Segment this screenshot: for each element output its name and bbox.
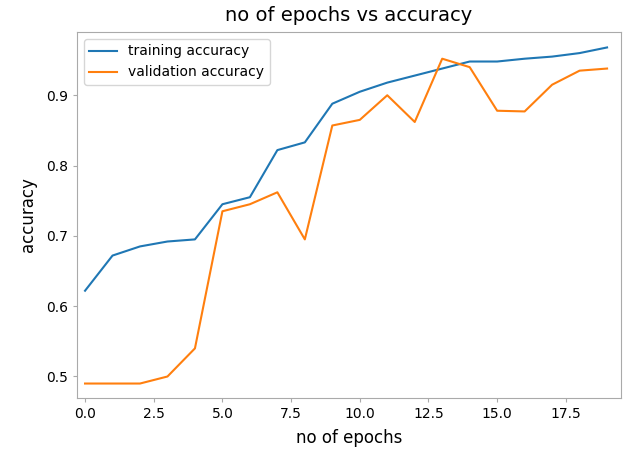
Line: training accuracy: training accuracy (85, 48, 607, 291)
training accuracy (466, 59, 474, 64)
training accuracy (576, 50, 584, 56)
validation accuracy (81, 381, 89, 386)
training accuracy (191, 237, 199, 242)
X-axis label: no of epochs: no of epochs (296, 429, 402, 447)
validation accuracy (576, 68, 584, 74)
training accuracy (356, 89, 364, 95)
validation accuracy (109, 381, 116, 386)
training accuracy (521, 56, 529, 61)
validation accuracy (411, 119, 419, 125)
training accuracy (548, 54, 556, 59)
validation accuracy (164, 374, 172, 379)
validation accuracy (328, 123, 336, 128)
training accuracy (411, 73, 419, 78)
validation accuracy (136, 381, 144, 386)
validation accuracy (604, 66, 611, 71)
training accuracy (383, 80, 391, 85)
validation accuracy (383, 92, 391, 98)
validation accuracy (301, 237, 308, 242)
validation accuracy (493, 108, 501, 113)
training accuracy (438, 66, 446, 71)
training accuracy (301, 140, 308, 145)
training accuracy (109, 253, 116, 258)
validation accuracy (191, 345, 199, 351)
training accuracy (81, 288, 89, 293)
validation accuracy (246, 202, 253, 207)
validation accuracy (548, 82, 556, 87)
training accuracy (493, 59, 501, 64)
Legend: training accuracy, validation accuracy: training accuracy, validation accuracy (84, 39, 269, 85)
Line: validation accuracy: validation accuracy (85, 58, 607, 383)
validation accuracy (438, 56, 446, 61)
training accuracy (246, 195, 253, 200)
validation accuracy (466, 64, 474, 70)
training accuracy (273, 147, 281, 153)
validation accuracy (356, 117, 364, 122)
training accuracy (328, 101, 336, 106)
training accuracy (136, 244, 144, 249)
training accuracy (164, 239, 172, 244)
validation accuracy (521, 109, 529, 114)
training accuracy (219, 202, 227, 207)
training accuracy (604, 45, 611, 50)
Y-axis label: accuracy: accuracy (19, 177, 37, 252)
validation accuracy (219, 208, 227, 214)
validation accuracy (273, 190, 281, 195)
Title: no of epochs vs accuracy: no of epochs vs accuracy (225, 6, 472, 25)
